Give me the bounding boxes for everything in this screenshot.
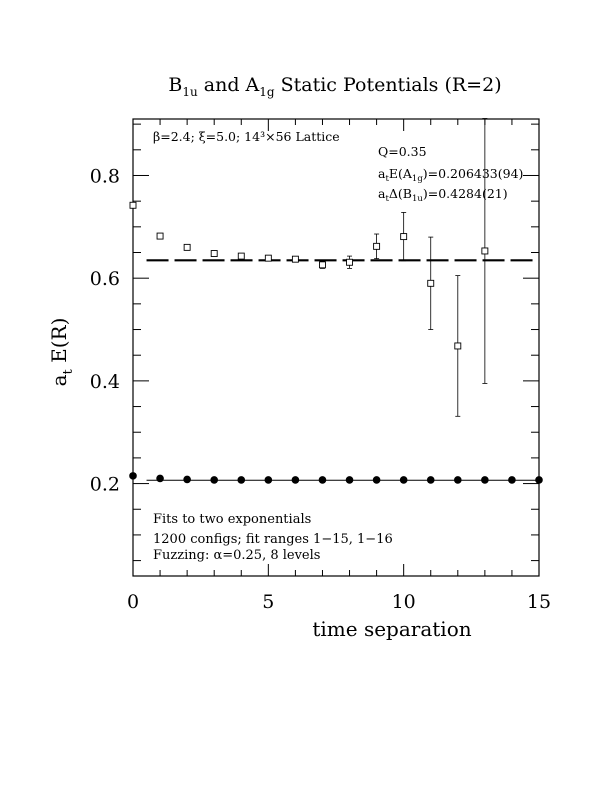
energy-annotation: atE(A1g)=0.206433(94)	[378, 166, 523, 184]
data-points	[129, 118, 543, 484]
x-tick-label: 10	[392, 591, 416, 613]
y-tick-label: 0.8	[90, 165, 120, 187]
plot-frame	[132, 118, 540, 577]
b1u-point	[237, 252, 245, 260]
b1u-point	[400, 233, 408, 241]
a1g-point	[183, 475, 191, 484]
b1u-point	[291, 255, 299, 263]
fit-note-1: Fits to two exponentials	[153, 512, 311, 527]
b1u-point	[156, 232, 164, 240]
y-tick-label: 0.6	[90, 268, 120, 290]
b1u-point	[319, 261, 326, 269]
b1u-point	[183, 243, 191, 251]
x-tick-label: 0	[127, 591, 139, 613]
a1g-point	[129, 472, 137, 480]
a1g-point	[481, 476, 489, 484]
y-tick-label: 0.4	[90, 371, 120, 393]
fit-note-2: 1200 configs; fit ranges 1−15, 1−16	[153, 532, 393, 547]
a1g-point	[237, 476, 246, 484]
b1u-point	[264, 254, 272, 262]
x-axis-label: time separation	[312, 617, 471, 641]
y-axis-label: at E(R)	[47, 318, 76, 387]
a1g-point	[156, 474, 164, 483]
fit-note-3: Fuzzing: α=0.25, 8 levels	[153, 548, 320, 563]
b1u-point	[481, 247, 489, 255]
q-annotation: Q=0.35	[378, 144, 427, 159]
b1u-point	[346, 258, 353, 266]
a1g-point	[264, 476, 273, 484]
b1u-point	[454, 342, 462, 350]
b1u-point	[373, 242, 381, 250]
b1u-point	[427, 279, 435, 287]
lattice-annotation: β=2.4; ξ=5.0; 14³×56 Lattice	[153, 129, 340, 144]
x-tick-label: 15	[527, 591, 551, 613]
fit-lines	[146, 259, 539, 481]
a1g-point	[426, 476, 435, 484]
x-tick-label: 5	[262, 591, 274, 613]
a1g-point	[372, 476, 381, 484]
a1g-point	[399, 476, 408, 484]
a1g-point	[318, 476, 327, 484]
chart-title: B1u and A1g Static Potentials (R=2)	[168, 74, 501, 99]
a1g-point	[210, 476, 218, 484]
a1g-point	[535, 476, 543, 484]
b1u-point	[210, 250, 218, 257]
a1g-point	[291, 476, 300, 484]
gap-annotation: atΔ(B1u)=0.4284(21)	[378, 186, 508, 204]
y-tick-label: 0.2	[90, 474, 120, 496]
a1g-point	[508, 476, 516, 484]
a1g-point	[345, 476, 354, 484]
a1g-point	[454, 476, 462, 484]
axis-ticks: 0 5 10 15 0.2 0.4 0.6 0.8	[90, 119, 551, 613]
b1u-point	[129, 201, 137, 209]
